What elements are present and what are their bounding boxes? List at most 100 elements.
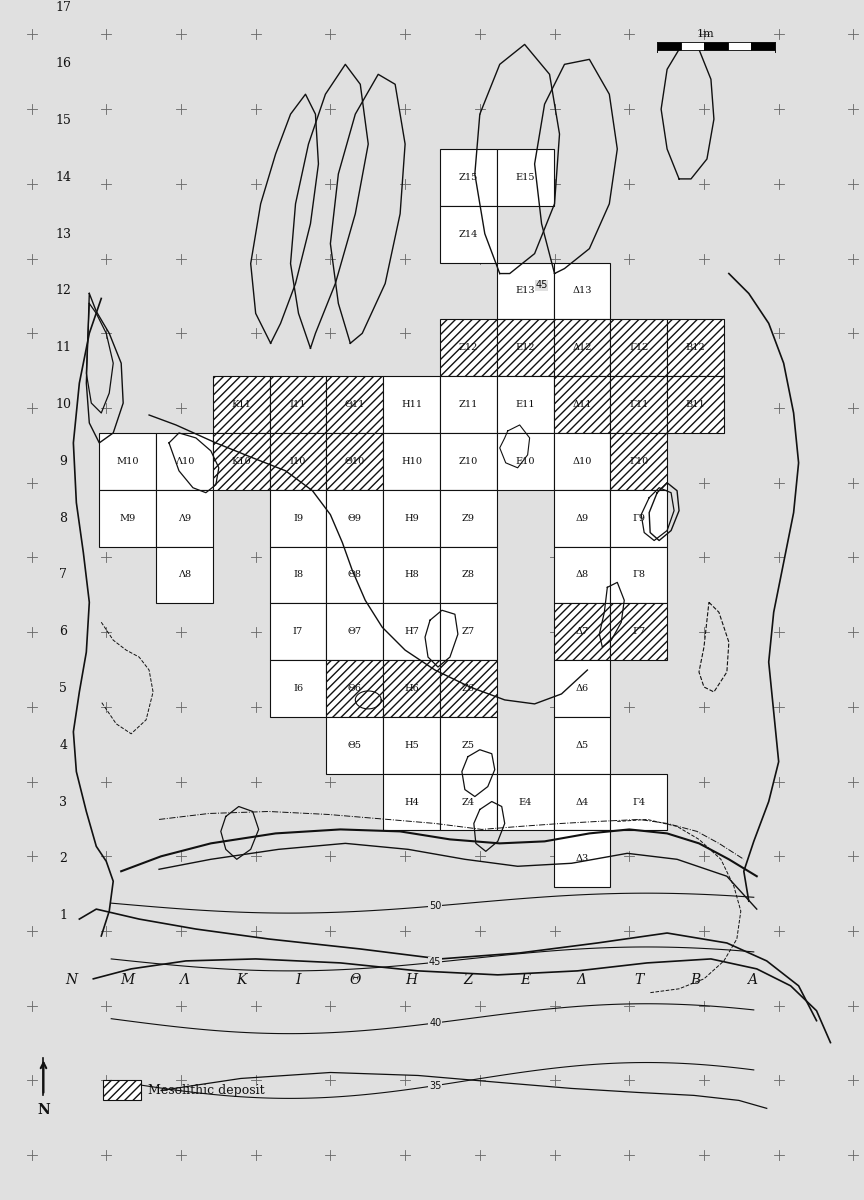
Bar: [327, 660, 384, 716]
Text: Γ10: Γ10: [629, 457, 648, 466]
Bar: [327, 490, 384, 546]
Text: Z6: Z6: [462, 684, 475, 692]
Bar: [270, 433, 327, 490]
Text: Δ12: Δ12: [572, 343, 592, 353]
Text: Z9: Z9: [462, 514, 475, 523]
Text: Γ7: Γ7: [632, 628, 645, 636]
Text: Δ11: Δ11: [572, 400, 592, 409]
Text: E4: E4: [518, 798, 532, 806]
Bar: [554, 546, 610, 604]
Bar: [440, 660, 497, 716]
Text: Mesolithic deposit: Mesolithic deposit: [148, 1084, 264, 1097]
Text: M: M: [121, 973, 135, 988]
Bar: [497, 263, 554, 319]
Text: H6: H6: [404, 684, 419, 692]
Text: Γ9: Γ9: [632, 514, 645, 523]
Text: E13: E13: [515, 287, 535, 295]
Bar: [440, 546, 497, 604]
Text: B: B: [690, 973, 701, 988]
Bar: [440, 490, 497, 546]
Bar: [440, 376, 497, 433]
Text: 5: 5: [60, 682, 67, 695]
Text: N: N: [37, 1103, 50, 1117]
Text: Λ10: Λ10: [175, 457, 194, 466]
Text: I6: I6: [293, 684, 303, 692]
Text: Z12: Z12: [459, 343, 478, 353]
Bar: [440, 774, 497, 830]
Text: Λ9: Λ9: [178, 514, 191, 523]
Bar: [610, 490, 667, 546]
Text: Δ: Δ: [577, 973, 587, 988]
Text: Δ8: Δ8: [575, 570, 588, 580]
Bar: [327, 376, 384, 433]
Text: Θ5: Θ5: [348, 740, 362, 750]
Text: 1m: 1m: [697, 30, 715, 40]
Bar: [213, 376, 270, 433]
Bar: [270, 660, 327, 716]
Bar: [270, 490, 327, 546]
Text: 13: 13: [55, 228, 72, 241]
Text: H11: H11: [401, 400, 422, 409]
Bar: [99, 433, 156, 490]
Text: K10: K10: [232, 457, 251, 466]
Bar: [384, 716, 440, 774]
Text: H5: H5: [404, 740, 419, 750]
Text: B12: B12: [686, 343, 705, 353]
Text: Z10: Z10: [459, 457, 478, 466]
Bar: [104, 1080, 141, 1100]
Bar: [384, 433, 440, 490]
Text: Z15: Z15: [459, 173, 478, 182]
Text: T: T: [634, 973, 644, 988]
Bar: [99, 490, 156, 546]
Bar: [610, 319, 667, 376]
Text: N: N: [65, 973, 77, 988]
Text: Z11: Z11: [459, 400, 478, 409]
Text: 10: 10: [55, 398, 72, 412]
Text: 9: 9: [60, 455, 67, 468]
Text: I8: I8: [293, 570, 303, 580]
Bar: [327, 433, 384, 490]
Bar: [751, 42, 775, 50]
Text: Δ7: Δ7: [575, 628, 588, 636]
Bar: [658, 42, 681, 50]
Text: Λ8: Λ8: [178, 570, 191, 580]
Text: Z8: Z8: [462, 570, 475, 580]
Text: Θ7: Θ7: [347, 628, 362, 636]
Text: Z7: Z7: [461, 628, 475, 636]
Bar: [440, 433, 497, 490]
Text: H: H: [405, 973, 417, 988]
Text: Θ6: Θ6: [348, 684, 362, 692]
Text: 35: 35: [429, 1080, 442, 1091]
Text: 2: 2: [60, 852, 67, 865]
Text: K11: K11: [232, 400, 251, 409]
Bar: [156, 433, 213, 490]
Bar: [610, 546, 667, 604]
Text: E: E: [520, 973, 530, 988]
Text: Δ6: Δ6: [575, 684, 588, 692]
Text: Θ11: Θ11: [345, 400, 365, 409]
Text: H8: H8: [404, 570, 419, 580]
Bar: [554, 774, 610, 830]
Bar: [497, 376, 554, 433]
Bar: [384, 376, 440, 433]
Text: M10: M10: [117, 457, 139, 466]
Text: Δ3: Δ3: [575, 854, 588, 863]
Bar: [497, 149, 554, 206]
Bar: [554, 604, 610, 660]
Bar: [554, 319, 610, 376]
Bar: [327, 604, 384, 660]
Bar: [610, 774, 667, 830]
Text: Θ: Θ: [349, 973, 360, 988]
Text: 12: 12: [55, 284, 72, 298]
Text: I7: I7: [293, 628, 303, 636]
Bar: [440, 206, 497, 263]
Text: H7: H7: [404, 628, 419, 636]
Text: 40: 40: [429, 1018, 442, 1028]
Bar: [440, 319, 497, 376]
Bar: [554, 376, 610, 433]
Bar: [610, 604, 667, 660]
Bar: [610, 376, 667, 433]
Text: 3: 3: [60, 796, 67, 809]
Bar: [270, 546, 327, 604]
Text: I9: I9: [293, 514, 303, 523]
